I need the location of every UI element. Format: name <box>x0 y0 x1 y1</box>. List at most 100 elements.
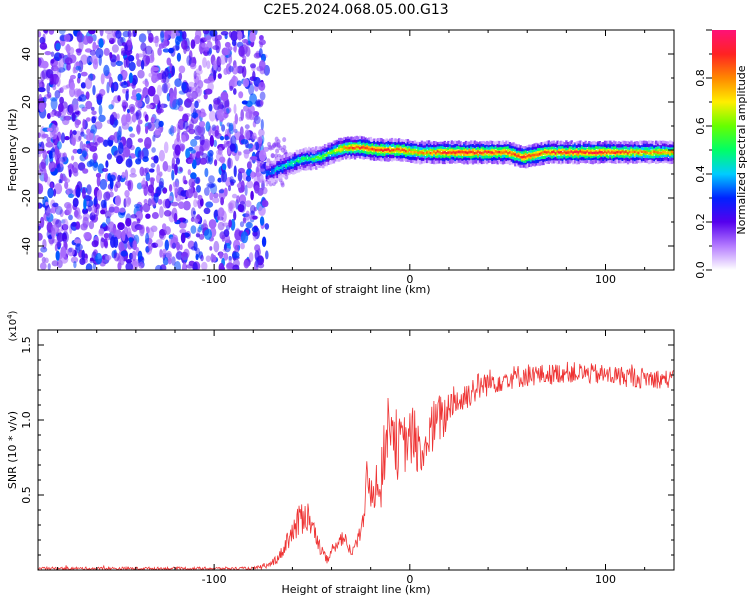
noise-blob <box>150 162 156 168</box>
signal-cell <box>311 150 314 154</box>
noise-blob <box>209 192 214 201</box>
signal-cell <box>348 142 351 146</box>
signal-cell <box>494 146 498 150</box>
noise-blob <box>65 43 71 54</box>
noise-blob <box>89 145 98 152</box>
signal-cell <box>359 150 362 154</box>
signal-cell <box>420 143 424 148</box>
signal-cell <box>265 162 269 167</box>
signal-cell <box>566 153 570 156</box>
signal-cell <box>387 141 390 145</box>
signal-cell <box>591 155 594 159</box>
noise-blob <box>224 41 231 48</box>
signal-cell <box>544 147 547 151</box>
signal-cell <box>551 155 554 159</box>
signal-cell <box>302 164 306 168</box>
signal-cell <box>508 151 512 154</box>
signal-cell <box>417 144 420 149</box>
signal-cell <box>619 142 623 146</box>
signal-cell <box>410 159 413 163</box>
signal-cell <box>632 154 635 158</box>
noise-blob <box>42 239 47 250</box>
noise-blob <box>56 232 65 242</box>
noise-blob <box>83 232 91 240</box>
noise-blob <box>208 110 216 122</box>
signal-cell <box>672 151 674 154</box>
noise-blob <box>85 100 93 110</box>
noise-blob <box>74 90 83 96</box>
signal-cell <box>447 143 450 148</box>
noise-blob <box>118 241 125 252</box>
signal-cell <box>445 152 448 155</box>
signal-cell <box>341 146 344 149</box>
signal-cell <box>470 140 473 145</box>
signal-cell <box>399 151 402 155</box>
signal-cell <box>315 159 318 162</box>
signal-cell <box>447 147 450 151</box>
noise-blob <box>237 30 243 41</box>
noise-blob <box>82 168 89 174</box>
signal-cell <box>642 147 646 151</box>
signal-cell <box>301 152 304 156</box>
noise-blob <box>220 232 225 240</box>
signal-cell <box>383 142 387 147</box>
signal-cell <box>522 151 526 155</box>
signal-cell <box>329 156 332 160</box>
signal-cell <box>485 149 489 153</box>
signal-cell <box>658 157 661 161</box>
signal-cell <box>316 161 320 165</box>
signal-cell <box>433 144 436 148</box>
signal-cell <box>457 156 461 161</box>
signal-cell <box>566 155 570 158</box>
noise-blob <box>55 250 60 261</box>
signal-cell <box>618 159 621 164</box>
noise-blob <box>203 93 208 100</box>
signal-cell <box>561 144 564 148</box>
noise-blob <box>95 48 104 59</box>
signal-cell <box>665 146 668 150</box>
signal-cell <box>669 155 672 159</box>
signal-cell <box>582 159 586 163</box>
signal-cell <box>545 149 549 152</box>
signal-cell <box>572 142 575 147</box>
signal-cell <box>524 164 528 169</box>
signal-cell <box>596 155 600 159</box>
signal-cell <box>503 142 506 146</box>
signal-cell <box>313 162 316 166</box>
signal-cell <box>345 139 348 143</box>
noise-blob <box>216 215 220 221</box>
signal-cell <box>426 153 429 156</box>
signal-cell <box>612 157 616 161</box>
noise-blob <box>139 150 144 160</box>
signal-cell <box>364 140 367 144</box>
signal-cell <box>595 153 598 157</box>
signal-cell <box>637 149 640 153</box>
signal-cell <box>494 152 498 156</box>
signal-cell <box>390 154 394 159</box>
signal-cell <box>271 170 274 173</box>
signal-cell <box>656 157 660 162</box>
signal-cell <box>477 160 480 165</box>
signal-cell <box>352 142 355 146</box>
signal-cell <box>396 144 399 148</box>
colorbar-label: Normalized spectral amplitude <box>735 65 748 234</box>
signal-cell <box>537 151 540 154</box>
signal-cell <box>582 153 586 156</box>
signal-cell <box>410 143 413 147</box>
signal-cell <box>461 150 464 154</box>
noise-blob <box>128 126 133 132</box>
signal-cell <box>297 157 300 160</box>
signal-cell <box>424 145 427 149</box>
noise-blob <box>175 241 181 251</box>
signal-cell <box>591 151 594 155</box>
signal-cell <box>619 147 623 151</box>
noise-blob <box>129 173 137 178</box>
signal-cell <box>598 146 601 150</box>
signal-cell <box>538 142 542 147</box>
signal-cell <box>390 157 394 162</box>
signal-cell <box>346 148 350 152</box>
signal-cell <box>512 146 515 150</box>
signal-cell <box>603 153 607 157</box>
signal-cell <box>397 144 401 148</box>
noise-blob <box>154 37 159 48</box>
